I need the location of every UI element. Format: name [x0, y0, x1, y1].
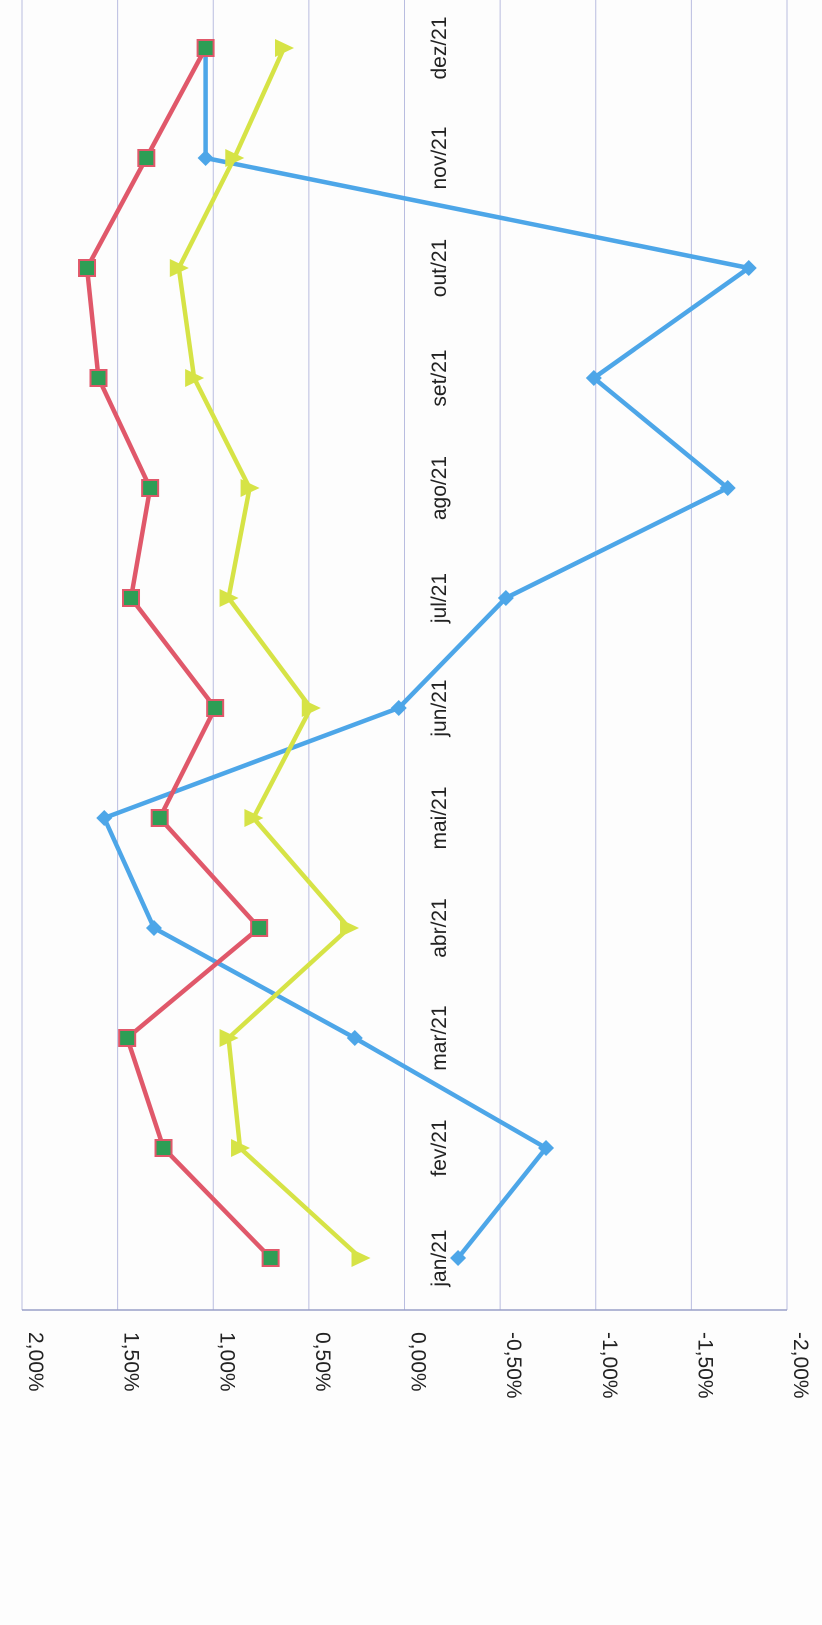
data-point	[150, 809, 169, 827]
data-point	[122, 589, 141, 607]
series-2	[78, 39, 280, 1267]
y-tick-label: -0,50%	[502, 1332, 525, 1399]
series-line	[101, 45, 751, 1261]
data-point	[231, 1139, 251, 1157]
category-label: jun/21	[428, 679, 451, 737]
series-1	[96, 40, 757, 1266]
category-labels: jan/21 fev/21 mar/21 abr/21 mai/21 jun/21 jul/…	[428, 16, 451, 1287]
data-point	[197, 150, 214, 166]
data-point	[225, 149, 245, 167]
data-point	[145, 920, 162, 936]
category-label: nov/21	[428, 126, 451, 189]
series-line	[176, 45, 363, 1261]
y-tick-label: 1,50%	[120, 1332, 143, 1392]
category-label: dez/21	[428, 16, 451, 79]
data-point	[206, 699, 225, 717]
category-label: jan/21	[428, 1229, 451, 1287]
data-point	[261, 1249, 280, 1267]
data-point	[351, 1249, 371, 1267]
y-tick-label: 0,50%	[311, 1332, 334, 1392]
data-point	[340, 919, 360, 937]
data-point	[346, 1030, 363, 1046]
data-point	[137, 149, 156, 167]
data-point	[244, 809, 264, 827]
data-point	[585, 370, 602, 386]
category-label: abr/21	[428, 898, 451, 958]
data-point	[450, 1250, 467, 1266]
data-point	[89, 369, 108, 387]
data-point	[740, 260, 757, 276]
category-label: out/21	[428, 239, 451, 297]
category-label: mar/21	[428, 1005, 451, 1070]
series-line	[84, 45, 273, 1261]
y-tick-label: -1,50%	[693, 1332, 716, 1399]
data-point	[390, 700, 407, 716]
data-point	[240, 479, 260, 497]
y-tick-label: 2,00%	[24, 1332, 47, 1392]
category-label: ago/21	[428, 456, 451, 520]
series-3	[169, 39, 371, 1267]
category-label: fev/21	[428, 1119, 451, 1176]
data-point	[538, 1140, 555, 1156]
data-point	[219, 1029, 239, 1047]
data-point	[719, 480, 736, 496]
y-tick-labels: 2,00% 1,50% 1,00% 0,50% 0,00% -0,50% -1,00% -1,…	[24, 1332, 812, 1399]
y-tick-label: -1,00%	[598, 1332, 621, 1399]
data-point	[497, 590, 514, 606]
y-tick-label: 0,00%	[407, 1332, 430, 1392]
category-label: mai/21	[428, 786, 451, 849]
data-point	[196, 39, 215, 57]
data-point	[78, 259, 97, 277]
data-point	[169, 259, 189, 277]
y-tick-label: -2,00%	[789, 1332, 812, 1399]
data-point	[219, 589, 239, 607]
data-point	[96, 810, 113, 826]
category-label: set/21	[428, 349, 451, 406]
data-point	[250, 919, 269, 937]
data-point	[301, 699, 321, 717]
series	[78, 39, 757, 1267]
data-point	[185, 369, 205, 387]
category-label: jul/21	[428, 573, 451, 624]
y-tick-label: 1,00%	[215, 1332, 238, 1392]
data-point	[141, 479, 160, 497]
data-point	[154, 1139, 173, 1157]
data-point	[118, 1029, 137, 1047]
data-point	[275, 39, 295, 57]
